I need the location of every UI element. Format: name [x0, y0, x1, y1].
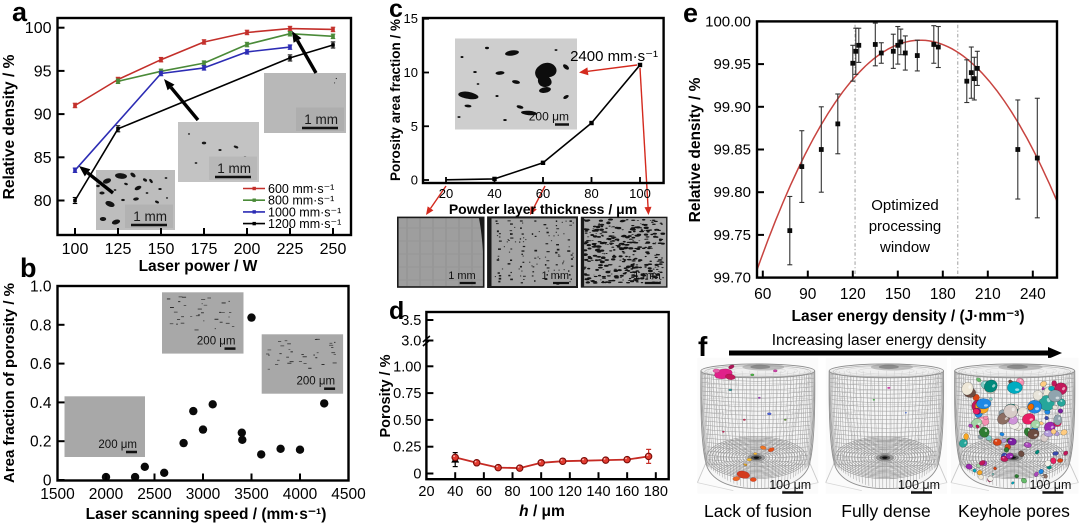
svg-text:4500: 4500: [331, 486, 366, 503]
svg-text:h / μm: h / μm: [519, 503, 565, 520]
svg-text:3.0: 3.0: [401, 334, 421, 350]
svg-text:100 μm: 100 μm: [898, 478, 940, 492]
svg-text:1 mm: 1 mm: [633, 270, 661, 282]
svg-text:100 μm: 100 μm: [769, 478, 811, 492]
svg-text:window: window: [879, 239, 930, 256]
svg-text:Lack of fusion: Lack of fusion: [704, 501, 812, 521]
svg-text:140: 140: [586, 484, 610, 500]
svg-text:Area fraction of porosity / %: Area fraction of porosity / %: [1, 283, 18, 483]
svg-text:180: 180: [930, 286, 956, 303]
svg-text:200 μm: 200 μm: [197, 336, 236, 348]
svg-text:40: 40: [447, 484, 463, 500]
svg-text:0: 0: [413, 467, 421, 483]
svg-text:Porosity / %: Porosity / %: [378, 354, 394, 437]
svg-text:100: 100: [529, 484, 553, 500]
svg-text:2400 mm·s⁻¹: 2400 mm·s⁻¹: [570, 48, 658, 65]
svg-text:99.75: 99.75: [713, 227, 751, 244]
svg-text:0.6: 0.6: [30, 356, 52, 373]
svg-text:90: 90: [799, 286, 817, 303]
svg-text:99.95: 99.95: [713, 56, 751, 73]
svg-text:60: 60: [476, 484, 492, 500]
svg-text:99.70: 99.70: [713, 270, 751, 287]
svg-text:3.5: 3.5: [401, 313, 421, 329]
svg-text:0.50: 0.50: [393, 413, 421, 429]
svg-text:60: 60: [754, 286, 772, 303]
svg-text:1 mm: 1 mm: [448, 270, 476, 282]
svg-text:150: 150: [885, 286, 911, 303]
svg-text:200 μm: 200 μm: [529, 110, 569, 124]
svg-text:100.00: 100.00: [705, 13, 751, 30]
svg-text:0: 0: [411, 173, 418, 188]
svg-text:240: 240: [1020, 286, 1046, 303]
svg-text:120: 120: [558, 484, 582, 500]
svg-text:99.90: 99.90: [713, 99, 751, 116]
svg-text:Relative density / %: Relative density / %: [1, 54, 18, 199]
svg-text:0.8: 0.8: [30, 317, 52, 334]
svg-text:40: 40: [487, 186, 501, 201]
svg-text:10: 10: [404, 65, 418, 80]
svg-text:175: 175: [191, 241, 218, 258]
svg-text:95: 95: [34, 63, 52, 80]
svg-text:1 mm: 1 mm: [217, 161, 251, 176]
svg-text:1 mm: 1 mm: [304, 112, 338, 127]
svg-text:0.75: 0.75: [393, 386, 421, 402]
svg-text:100: 100: [62, 241, 89, 258]
svg-text:200 μm: 200 μm: [297, 376, 336, 388]
svg-text:1200 mm·s⁻¹: 1200 mm·s⁻¹: [268, 217, 341, 231]
svg-text:20: 20: [418, 484, 434, 500]
svg-text:150: 150: [148, 241, 175, 258]
svg-text:120: 120: [840, 286, 866, 303]
svg-text:1.00: 1.00: [393, 359, 421, 375]
svg-text:90: 90: [34, 107, 52, 124]
svg-text:20: 20: [439, 186, 453, 201]
svg-text:1 mm: 1 mm: [542, 270, 570, 282]
svg-text:1 mm: 1 mm: [133, 209, 167, 224]
svg-text:100: 100: [629, 186, 651, 201]
svg-text:99.80: 99.80: [713, 184, 751, 201]
svg-text:250: 250: [320, 241, 347, 258]
svg-text:Keyhole pores: Keyhole pores: [958, 501, 1070, 521]
svg-text:Porosity area fraction / %: Porosity area fraction / %: [388, 19, 403, 181]
svg-text:200 μm: 200 μm: [98, 439, 137, 451]
svg-text:2500: 2500: [137, 486, 172, 503]
svg-text:0.25: 0.25: [393, 440, 421, 456]
svg-text:125: 125: [105, 241, 132, 258]
svg-text:5: 5: [411, 119, 418, 134]
svg-text:80: 80: [584, 186, 598, 201]
svg-text:15: 15: [404, 11, 418, 26]
svg-text:0.4: 0.4: [30, 395, 52, 412]
svg-text:3000: 3000: [186, 486, 221, 503]
svg-text:f: f: [698, 331, 708, 362]
svg-text:99.85: 99.85: [713, 142, 751, 159]
svg-text:210: 210: [975, 286, 1001, 303]
svg-text:Increasing laser energy densit: Increasing laser energy density: [772, 332, 987, 349]
svg-text:100 μm: 100 μm: [1029, 478, 1071, 492]
svg-text:225: 225: [277, 241, 304, 258]
svg-text:Relative density / %: Relative density / %: [687, 77, 704, 222]
svg-text:3500: 3500: [234, 486, 269, 503]
svg-text:100: 100: [25, 20, 52, 37]
svg-text:160: 160: [615, 484, 639, 500]
svg-text:60: 60: [536, 186, 550, 201]
svg-text:e: e: [683, 0, 698, 28]
svg-text:80: 80: [34, 193, 52, 210]
svg-text:2000: 2000: [89, 486, 124, 503]
svg-text:180: 180: [644, 484, 668, 500]
svg-text:0.2: 0.2: [30, 434, 52, 451]
svg-text:Laser energy density / (J·mm⁻³: Laser energy density / (J·mm⁻³): [792, 308, 1025, 325]
svg-text:1500: 1500: [40, 486, 75, 503]
svg-text:Laser scanning speed / (mm·s⁻¹: Laser scanning speed / (mm·s⁻¹): [86, 506, 327, 523]
svg-text:Optimized: Optimized: [871, 197, 939, 214]
svg-text:4000: 4000: [283, 486, 318, 503]
svg-text:200: 200: [234, 241, 261, 258]
svg-text:80: 80: [504, 484, 520, 500]
svg-text:processing: processing: [869, 218, 942, 235]
svg-text:Fully dense: Fully dense: [841, 501, 931, 521]
svg-text:Powder layer thickness / μm: Powder layer thickness / μm: [449, 201, 637, 217]
svg-text:Laser power / W: Laser power / W: [139, 258, 258, 275]
svg-text:85: 85: [34, 150, 52, 167]
svg-text:1.0: 1.0: [30, 279, 52, 296]
